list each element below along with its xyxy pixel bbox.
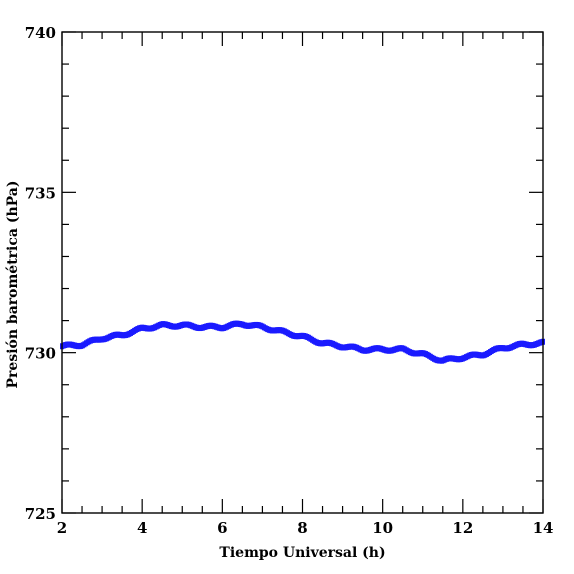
x-tick-label: 8 [297,519,307,537]
x-tick-label: 12 [452,519,473,537]
axis-tick-labels: 2 4 6 8 10 12 14 725 730 735 740 [25,24,554,537]
y-tick-label: 740 [25,24,56,42]
y-tick-label: 735 [25,184,56,202]
axis-ticks [61,31,544,514]
x-tick-label: 2 [57,519,67,537]
y-axis-label: Presión barométrica (hPa) [5,181,21,389]
data-series [60,320,545,364]
y-tick-label: 730 [25,345,56,363]
x-axis-label: Tiempo Universal (h) [219,545,385,561]
plot-frame [61,31,544,514]
x-tick-label: 6 [217,519,227,537]
x-tick-label: 14 [533,519,554,537]
x-tick-label: 10 [372,519,393,537]
y-tick-label: 725 [25,505,56,523]
x-tick-label: 4 [137,519,147,537]
